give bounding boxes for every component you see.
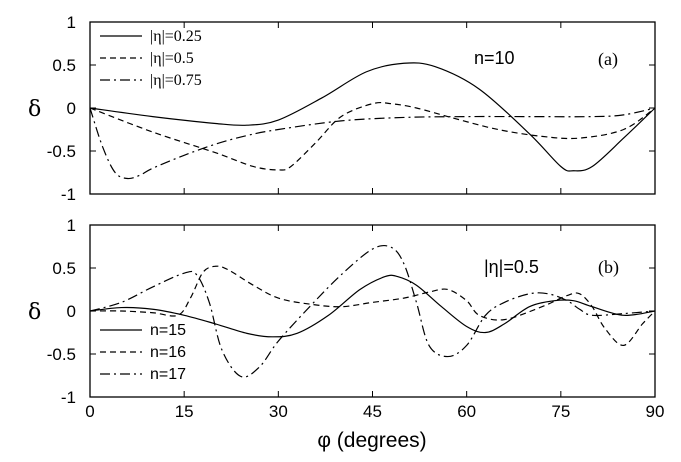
y-tick-label-3: -0.5 [47,142,76,161]
series-line-2 [89,107,656,180]
legend-label-0: |η|=0.25 [150,28,202,45]
y-tick-label-3: -0.5 [47,345,76,364]
panel-a-y-axis-label: δ [28,97,41,122]
panel-a-annotation: n=10 [474,48,515,68]
panel-b: 10.50-0.5-1 0 15 30 45 60 75 90 δ |η|=0.5 (b) … [28,216,664,452]
y-tick-label-1: 0.5 [52,56,76,75]
legend-label-1: n=16 [150,344,186,361]
series-line-0 [89,274,656,338]
y-tick-label-4: -1 [61,388,76,407]
x-tick-label-6: 90 [646,402,665,421]
panel-b-y-tick-labels: 1 0.5 0 -0.5 -1 [47,216,76,407]
y-tick-label-0: 1 [67,13,76,32]
panel-a-ticks [89,21,656,195]
panel-b-series [89,244,656,378]
y-tick-label-4: -1 [61,185,76,204]
panel-a-y-tick-labels: 1 0.5 0 -0.5 -1 [47,13,76,204]
legend-label-0: n=15 [150,322,186,339]
x-tick-label-2: 30 [269,402,288,421]
y-tick-label-0: 1 [67,216,76,235]
series-line-1 [89,101,656,171]
x-axis-label: φ (degrees) [317,429,426,452]
legend-label-1: |η|=0.5 [150,50,194,67]
panel-a: 10.50-0.5-1 δ n=10 (a) |η|=0.25|η|=0.5|η… [28,13,656,204]
x-tick-label-3: 45 [363,402,382,421]
y-tick-label-1: 0.5 [52,259,76,278]
legend-label-2: |η|=0.75 [150,72,202,89]
series-line-1 [89,265,656,346]
panel-b-legend: n=15 n=16 n=17 [100,322,186,383]
x-tick-label-4: 60 [457,402,476,421]
x-tick-label-1: 15 [175,402,194,421]
y-tick-label-2: 0 [67,99,76,118]
x-tick-label-0: 0 [85,402,94,421]
panel-b-x-tick-labels: 0 15 30 45 60 75 90 [85,402,664,421]
panel-b-label: (b) [598,257,619,278]
panel-a-legend: |η|=0.25 |η|=0.5 |η|=0.75 [100,28,202,89]
series-line-0 [89,62,656,172]
panel-a-label: (a) [598,49,618,70]
series-line-2 [89,244,656,378]
y-tick-label-2: 0 [67,302,76,321]
panel-a-series [89,62,656,180]
panel-b-annotation: |η|=0.5 [484,257,539,277]
x-tick-label-5: 75 [551,402,570,421]
panel-b-y-axis-label: δ [28,300,41,325]
legend-label-2: n=17 [150,366,186,383]
panel-a-frame [89,21,656,195]
